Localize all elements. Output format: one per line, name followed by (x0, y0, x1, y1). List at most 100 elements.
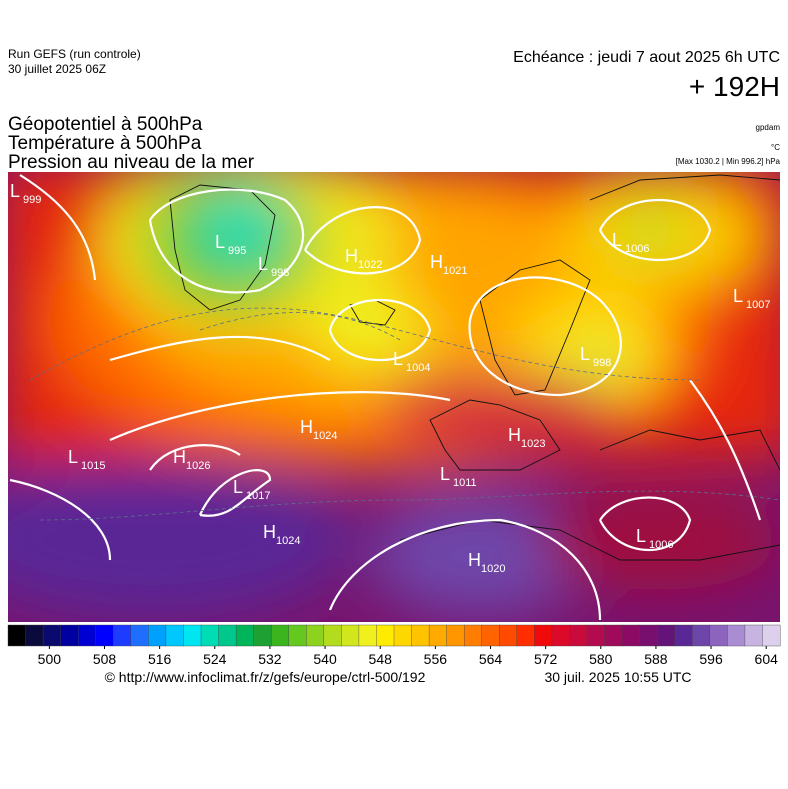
colorbar: 500 508 516 524 532 540 548 556 564 572 580 588 596 6… (7, 624, 781, 667)
colorbar-swatch (428, 624, 448, 647)
title: Température à 500hPa (8, 133, 202, 154)
colorbar-label: 604 (755, 651, 779, 667)
center-value: 1004 (406, 362, 430, 374)
colorbar-swatch (200, 624, 220, 647)
unit: gpdam (756, 123, 781, 132)
colorbar-swatch (288, 624, 307, 647)
colorbar-swatch (411, 624, 430, 647)
colorbar-swatch (463, 624, 483, 647)
colorbar-swatch (621, 624, 641, 647)
colorbar-swatch (323, 624, 342, 647)
center-type: L (393, 349, 403, 369)
pressure-range: [Max 1030.2 | Min 996.2] hPa (676, 157, 781, 166)
center-value: 1006 (625, 243, 649, 255)
colorbar-label: 532 (258, 651, 282, 667)
center-value: 1023 (521, 438, 545, 450)
center-type: L (440, 464, 450, 484)
colorbar-swatch (42, 624, 62, 647)
colorbar-label: 524 (203, 651, 227, 667)
colorbar-swatch (656, 624, 676, 647)
center-type: L (733, 286, 743, 306)
lead-time: + 192H (689, 71, 780, 102)
center-value: 1015 (81, 460, 105, 472)
colorbar-swatch (534, 624, 553, 647)
colorbar-swatch (499, 624, 518, 647)
run-date: 30 juillet 2025 06Z (8, 62, 106, 76)
center-type: H (345, 246, 358, 266)
center-value: 1007 (746, 299, 770, 311)
center-value: 998 (271, 267, 289, 279)
center-type: H (263, 522, 276, 542)
colorbar-swatch (376, 624, 395, 647)
colorbar-label: 516 (148, 651, 172, 667)
colorbar-swatch (148, 624, 167, 647)
colorbar-label: 508 (93, 651, 117, 667)
colorbar-swatch (218, 624, 237, 647)
colorbar-swatch (7, 624, 27, 647)
colorbar-swatch (709, 624, 728, 647)
center-value: 1022 (358, 259, 382, 271)
colorbar-swatch (604, 624, 623, 647)
colorbar-swatch (744, 624, 763, 647)
colorbar-label: 556 (424, 651, 448, 667)
colorbar-swatch (60, 624, 79, 647)
colorbar-swatch (253, 624, 272, 647)
center-type: H (508, 425, 521, 445)
colorbar-swatch (95, 624, 114, 647)
center-value: 1006 (649, 539, 673, 551)
title: Pression au niveau de la mer (8, 152, 255, 173)
center-type: H (173, 447, 186, 467)
colorbar-swatch (727, 624, 746, 647)
colorbar-label: 540 (313, 651, 337, 667)
colorbar-swatch (358, 624, 377, 647)
valid-time: Echéance : jeudi 7 aout 2025 6h UTC (513, 49, 780, 66)
colorbar-swatch (516, 624, 535, 647)
center-type: L (233, 477, 243, 497)
center-value: 1021 (443, 265, 467, 277)
colorbar-swatch (306, 624, 325, 647)
colorbar-swatch (586, 624, 606, 647)
colorbar-swatch (25, 624, 44, 647)
center-type: H (300, 417, 313, 437)
source-url: © http://www.infoclimat.fr/z/gefs/europe… (105, 669, 426, 685)
colorbar-label: 564 (479, 651, 503, 667)
center-value: 1017 (246, 490, 270, 502)
center-type: H (468, 550, 481, 570)
colorbar-label: 500 (38, 651, 62, 667)
center-value: 998 (593, 357, 611, 369)
colorbar-swatch (446, 624, 465, 647)
colorbar-swatch (183, 624, 202, 647)
colorbar-swatch (341, 624, 360, 647)
colorbar-swatch (113, 624, 132, 647)
colorbar-label: 580 (589, 651, 613, 667)
center-type: H (430, 252, 443, 272)
run: Run GEFS (run controle) (8, 47, 141, 61)
colorbar-swatch (762, 624, 781, 647)
colorbar-swatch (551, 624, 570, 647)
center-value: 1024 (276, 535, 300, 547)
center-type: L (68, 447, 78, 467)
timestamp: 30 juil. 2025 10:55 UTC (544, 669, 691, 685)
colorbar-swatch (165, 624, 184, 647)
colorbar-swatch (569, 624, 588, 647)
center-value: 1026 (186, 460, 210, 472)
colorbar-swatch (77, 624, 97, 647)
center-type: L (580, 344, 590, 364)
center-type: L (612, 230, 622, 250)
colorbar-label: 596 (699, 651, 723, 667)
colorbar-swatch (692, 624, 711, 647)
center-type: L (10, 181, 20, 201)
colorbar-label: 548 (369, 651, 393, 667)
center-value: 1024 (313, 430, 337, 442)
colorbar-swatch (481, 624, 500, 647)
center-type: L (636, 526, 646, 546)
map (8, 172, 780, 622)
colorbar-label: 572 (534, 651, 558, 667)
center-type: L (258, 254, 268, 274)
colorbar-swatch (393, 624, 413, 647)
colorbar-swatch (674, 624, 693, 647)
title: Géopotentiel à 500hPa (8, 114, 203, 135)
center-value: 1020 (481, 563, 505, 575)
